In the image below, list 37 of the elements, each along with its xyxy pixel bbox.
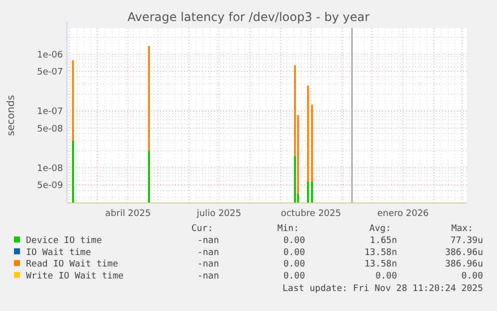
text: 13.58n <box>364 260 397 270</box>
text: 0.00 <box>283 271 305 282</box>
text: 0.00 <box>283 248 305 258</box>
y-tick-label: 1e-06 <box>37 50 64 60</box>
text: 77.39u <box>450 236 483 246</box>
text: -nan <box>197 271 219 282</box>
text: 1.65n <box>370 236 397 246</box>
text: Avg: <box>369 224 391 234</box>
x-tick-label: abril 2025 <box>105 209 151 219</box>
y-tick-label: 5e-08 <box>37 124 64 134</box>
text: Max: <box>451 224 473 234</box>
text: 386.96u <box>445 248 483 258</box>
text: Cur: <box>191 224 213 234</box>
text: Last update: Fri Nov 28 11:20:24 2025 <box>282 284 483 294</box>
text: 0.00 <box>283 260 305 270</box>
text: 0.00 <box>461 271 483 282</box>
text: Min: <box>277 224 299 234</box>
legend-label: IO Wait time <box>26 248 92 258</box>
text: -nan <box>197 248 219 258</box>
y-tick-label: 5e-07 <box>37 67 63 78</box>
y-tick-label: 5e-09 <box>37 181 64 192</box>
x-tick-label: enero 2026 <box>377 209 430 219</box>
chart-title: Average latency for /dev/loop3 - by year <box>127 10 370 24</box>
text: 13.58n <box>364 248 397 258</box>
legend-label: Device IO time <box>26 236 102 246</box>
text: -nan <box>197 260 219 270</box>
y-tick-label: 1e-07 <box>37 107 63 118</box>
x-tick-label: octubre 2025 <box>280 209 342 219</box>
y-axis-title: seconds <box>6 95 17 136</box>
text: 386.96u <box>445 260 483 270</box>
text: -nan <box>197 236 219 246</box>
legend-label: Read IO Wait time <box>26 260 118 270</box>
text: 0.00 <box>283 236 305 246</box>
y-tick-label: 1e-08 <box>37 164 64 174</box>
legend-label: Write IO Wait time <box>26 271 124 282</box>
x-tick-label: julio 2025 <box>196 209 242 219</box>
text: 0.00 <box>375 271 397 282</box>
